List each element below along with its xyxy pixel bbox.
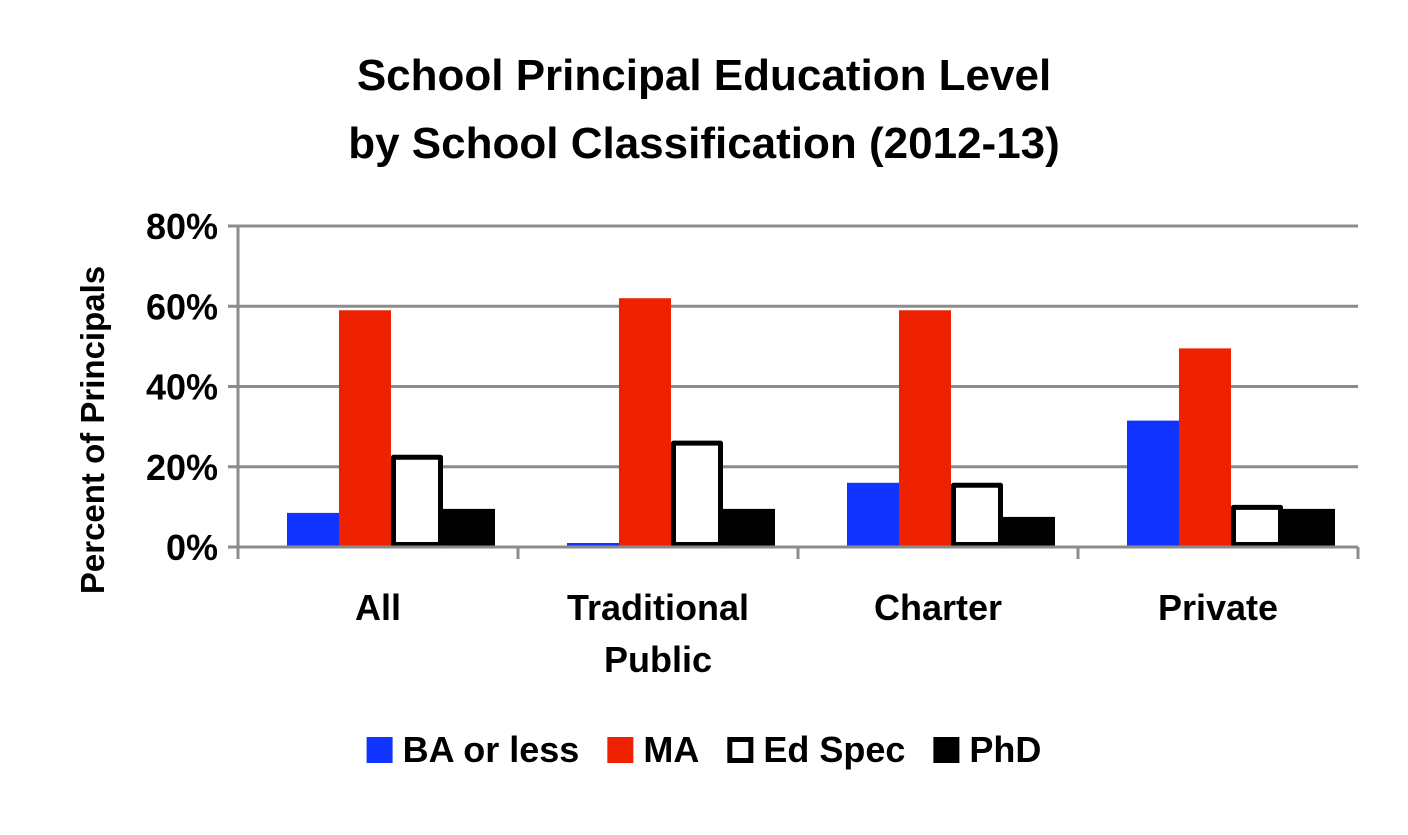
y-tick-label: 40% <box>146 367 218 408</box>
bar-ba-or-less <box>567 542 619 547</box>
bar-phd <box>723 508 775 547</box>
y-axis-label: Percent of Principals <box>74 266 111 594</box>
y-tick-label: 60% <box>146 286 218 327</box>
x-tick-label: Traditional <box>567 587 749 628</box>
bar-ed-spec <box>671 440 723 548</box>
bar-ma <box>899 310 951 547</box>
legend-label: Ed Spec <box>763 729 905 770</box>
y-tick-labels: 0% 20% 40% 60% 80% <box>146 206 218 568</box>
legend-swatch <box>727 737 754 763</box>
x-tick-label: All <box>355 587 401 628</box>
bar-ba-or-less <box>1127 420 1179 547</box>
bar-ma <box>619 298 671 547</box>
bar-ed-spec <box>951 482 1003 547</box>
legend-swatch <box>366 737 393 763</box>
bar-ba-or-less <box>287 512 339 547</box>
chart-title-line-2: by School Classification (2012-13) <box>348 119 1060 168</box>
bar-ba-or-less <box>847 482 899 547</box>
x-tick-label: Private <box>1158 587 1278 628</box>
legend-swatch <box>607 737 634 763</box>
chart-title-line-1: School Principal Education Level <box>357 51 1051 100</box>
x-tick-labels: All Traditional Public Charter Private <box>355 587 1278 680</box>
legend-label: BA or less <box>403 729 580 770</box>
x-tick-label: Charter <box>874 587 1002 628</box>
bar-ma <box>339 310 391 547</box>
legend-swatch <box>933 737 960 763</box>
legend-label: PhD <box>969 729 1041 770</box>
bar-phd <box>1003 516 1055 547</box>
y-tick-label: 20% <box>146 447 218 488</box>
x-axis <box>236 226 1360 559</box>
y-tick-label: 0% <box>166 527 218 568</box>
x-tick-label: Public <box>604 639 712 680</box>
bar-ed-spec <box>391 454 443 547</box>
bar-phd <box>1283 508 1335 547</box>
bar-ed-spec <box>1231 504 1283 547</box>
legend-label: MA <box>643 729 699 770</box>
bar-ma <box>1179 348 1231 547</box>
bars <box>287 298 1335 548</box>
legend: BA or less MA Ed Spec PhD <box>366 729 1041 770</box>
bar-phd <box>443 508 495 547</box>
y-tick-label: 80% <box>146 206 218 247</box>
